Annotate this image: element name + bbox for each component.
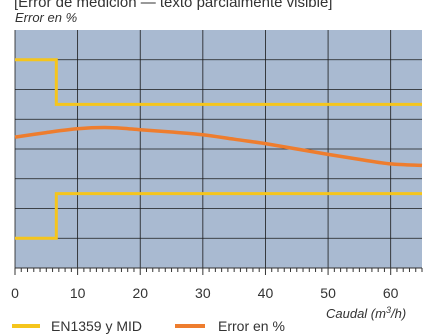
x-tick-label: 0 bbox=[11, 285, 19, 301]
x-tick-label: 60 bbox=[383, 285, 399, 301]
x-axis-ticks bbox=[14, 268, 423, 275]
series-group bbox=[14, 58, 423, 240]
x-tick-label: 10 bbox=[70, 285, 86, 301]
series-en1359-lower-limit bbox=[15, 192, 422, 240]
series-en1359-upper-limit bbox=[15, 58, 422, 106]
top-caption-fragment: [Error de medición — texto parcialmente … bbox=[14, 0, 332, 11]
x-tick-label: 30 bbox=[195, 285, 211, 301]
legend-label-en1359: EN1359 y MID bbox=[51, 318, 142, 334]
x-tick-label: 50 bbox=[320, 285, 336, 301]
x-axis-label: Caudal (m3/h) bbox=[326, 305, 406, 321]
x-tick-label: 20 bbox=[132, 285, 148, 301]
y-axis-label: Error en % bbox=[15, 10, 77, 25]
x-tick-label: 40 bbox=[258, 285, 274, 301]
legend: EN1359 y MID Error en % bbox=[12, 318, 285, 334]
series-error-line bbox=[14, 125, 423, 168]
legend-label-error: Error en % bbox=[218, 318, 285, 334]
x-axis-tick-labels: 0 10 20 30 40 50 60 bbox=[11, 285, 399, 301]
grid bbox=[14, 30, 422, 268]
